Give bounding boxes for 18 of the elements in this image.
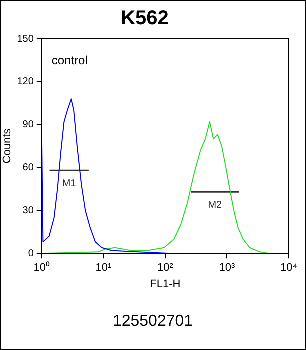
text: 125502701 (112, 313, 194, 331)
x-axis-title: FL1-H (150, 278, 181, 290)
series-label: M1 (62, 178, 77, 190)
chart-title: K562 (121, 8, 169, 30)
x-tick-label: 10⁴ (280, 262, 298, 274)
y-tick-label: 90 (22, 120, 34, 131)
y-tick-label: 30 (22, 205, 34, 216)
series-label: M2 (208, 200, 223, 211)
y-tick-label: 0 (28, 248, 34, 260)
y-tick-label: 150 (17, 34, 34, 45)
y-axis-title: Counts (2, 128, 14, 164)
annotation: control (52, 53, 88, 68)
x-tick-label: 10¹ (96, 262, 112, 274)
x-tick-label: 10⁰ (34, 261, 50, 274)
y-tick-label: 120 (17, 76, 34, 88)
y-tick-label: 60 (22, 162, 34, 174)
x-tick-label: 10³ (219, 262, 236, 274)
x-tick-label: 10² (157, 262, 174, 274)
